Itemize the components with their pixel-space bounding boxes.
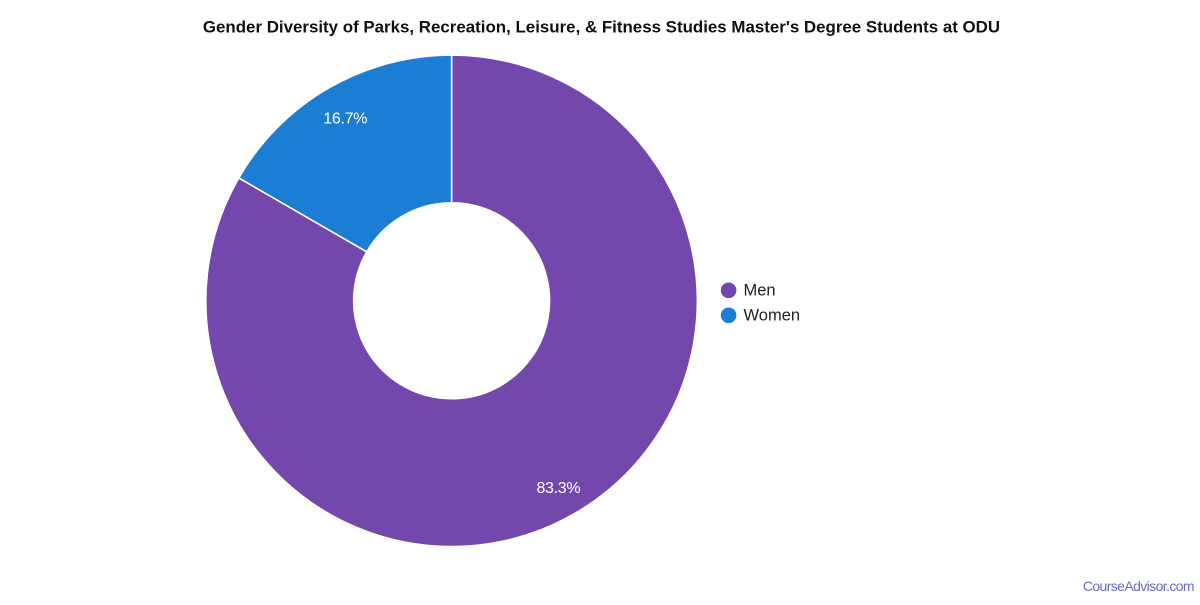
svg-text:16.7%: 16.7% — [323, 111, 367, 128]
svg-text:Gender Diversity of Parks, Rec: Gender Diversity of Parks, Recreation, L… — [203, 17, 1000, 36]
svg-text:CourseAdvisor.com: CourseAdvisor.com — [1083, 578, 1194, 594]
svg-text:Men: Men — [744, 282, 776, 300]
svg-text:Women: Women — [744, 307, 801, 325]
svg-text:83.3%: 83.3% — [536, 480, 580, 497]
